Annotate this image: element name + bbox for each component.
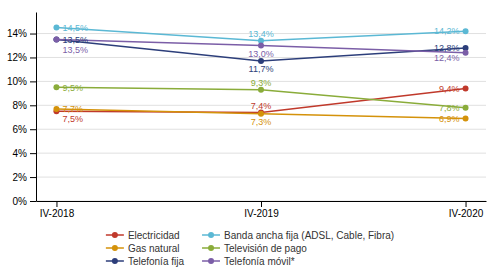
legend-marker [208, 245, 214, 251]
legend-marker [208, 232, 214, 238]
legend-item: Telefonía móvil* [202, 256, 295, 267]
y-axis-line [36, 13, 37, 202]
y-tick-mark [30, 177, 36, 178]
point [53, 84, 59, 90]
y-tick: 12% [7, 52, 36, 63]
point [258, 111, 264, 117]
y-tick: 8% [13, 100, 36, 111]
data-label: 9,5% [62, 83, 83, 93]
x-tick-label: IV-2018 [40, 208, 75, 219]
x-tick: IV-2019 [244, 201, 279, 219]
line [56, 28, 465, 41]
y-tick-label: 10% [7, 76, 27, 87]
y-tick-label: 12% [7, 52, 27, 63]
y-tick: 14% [7, 28, 36, 39]
legend-item: Gas natural [106, 243, 180, 254]
grid-line [36, 153, 486, 154]
line [56, 40, 465, 62]
plot: 0% 2% 4% 6% 8% 10% 12% 14% IV-2018 IV-2019 IV-2020… [7, 13, 487, 220]
y-tick-mark [30, 81, 36, 82]
data-labels: 14,5% 13,5%13,5% 9,5% 7,7%7,5% 13,4% 13,0% 11,… [62, 23, 459, 127]
marks [53, 25, 468, 122]
data-label: 9,3% [251, 78, 272, 88]
y-tick-label: 4% [13, 148, 28, 159]
data-label: 13,0% [248, 49, 274, 59]
legend-item: Electricidad [106, 230, 180, 241]
y-tick: 2% [13, 172, 36, 183]
series [53, 37, 468, 65]
legend-label: Telefonía fija [128, 256, 185, 267]
point [258, 42, 264, 48]
y-tick-mark [30, 153, 36, 154]
y-tick-mark [30, 105, 36, 106]
point [463, 50, 469, 56]
legend: Electricidad Gas natural Telefonía fija Ban… [106, 230, 394, 267]
y-tick-mark [30, 34, 36, 35]
data-label: 7,7% [62, 104, 83, 114]
legend-label: Gas natural [128, 243, 180, 254]
legend-item: Televisión de pago [202, 243, 307, 254]
point [53, 106, 59, 112]
x-tick-mark [56, 201, 57, 207]
legend-item: Banda ancha fija (ADSL, Cable, Fibra) [202, 230, 394, 241]
x-tick-mark [261, 201, 262, 207]
point [53, 37, 59, 43]
point [258, 58, 264, 64]
y-tick: 6% [13, 124, 36, 135]
data-label: 12,4% [434, 53, 460, 63]
data-label: 6,9% [439, 114, 460, 124]
data-label: 11,7% [249, 64, 274, 74]
data-label: 13,5% [62, 35, 88, 45]
grid-line [36, 129, 486, 130]
y-tick-label: 14% [7, 28, 27, 39]
legend-marker [112, 232, 118, 238]
y-tick-mark [30, 129, 36, 130]
chart: 0% 2% 4% 6% 8% 10% 12% 14% IV-2018 IV-2019 IV-2020… [0, 0, 500, 273]
x-tick-label: IV-2019 [244, 208, 279, 219]
legend-marker [112, 245, 118, 251]
y-tick-mark [30, 201, 36, 202]
y-axis: 0% 2% 4% 6% 8% 10% 12% 14% [7, 13, 37, 207]
data-label: 7,3% [251, 117, 272, 127]
legend-label: Telefonía móvil* [224, 256, 295, 267]
y-tick-mark [30, 57, 36, 58]
y-tick-label: 6% [13, 124, 28, 135]
data-label: 7,5% [62, 114, 83, 124]
point [53, 37, 59, 43]
data-label: 13,5% [62, 45, 88, 55]
point [53, 25, 59, 31]
legend-label: Electricidad [128, 230, 180, 241]
point [463, 28, 469, 34]
y-tick: 4% [13, 148, 36, 159]
data-label: 14,2% [434, 26, 460, 36]
x-tick: IV-2018 [40, 201, 75, 219]
series [53, 84, 468, 110]
data-label: 13,4% [248, 29, 274, 39]
y-tick-label: 8% [13, 100, 28, 111]
legend-label: Banda ancha fija (ADSL, Cable, Fibra) [224, 230, 394, 241]
legend-label: Televisión de pago [224, 243, 307, 254]
x-tick-label: IV-2020 [449, 208, 484, 219]
y-tick-label: 2% [13, 172, 28, 183]
y-tick-label: 0% [13, 196, 28, 207]
data-label: 12,8% [434, 43, 460, 53]
data-label: 14,5% [62, 23, 88, 33]
point [463, 105, 469, 111]
y-tick: 10% [7, 76, 36, 87]
legend-marker [112, 258, 118, 264]
grid-line [36, 177, 486, 178]
point [463, 86, 469, 92]
x-tick: IV-2020 [449, 201, 484, 219]
grid [36, 34, 486, 201]
x-tick-mark [466, 201, 467, 207]
y-tick: 0% [13, 196, 36, 207]
legend-item: Telefonía fija [106, 256, 185, 267]
legend-marker [208, 258, 214, 264]
data-label: 7,4% [251, 101, 272, 111]
data-label: 9,4% [439, 84, 460, 94]
data-label: 7,8% [439, 103, 460, 113]
point [463, 115, 469, 121]
x-axis: IV-2018 IV-2019 IV-2020 [37, 201, 487, 219]
